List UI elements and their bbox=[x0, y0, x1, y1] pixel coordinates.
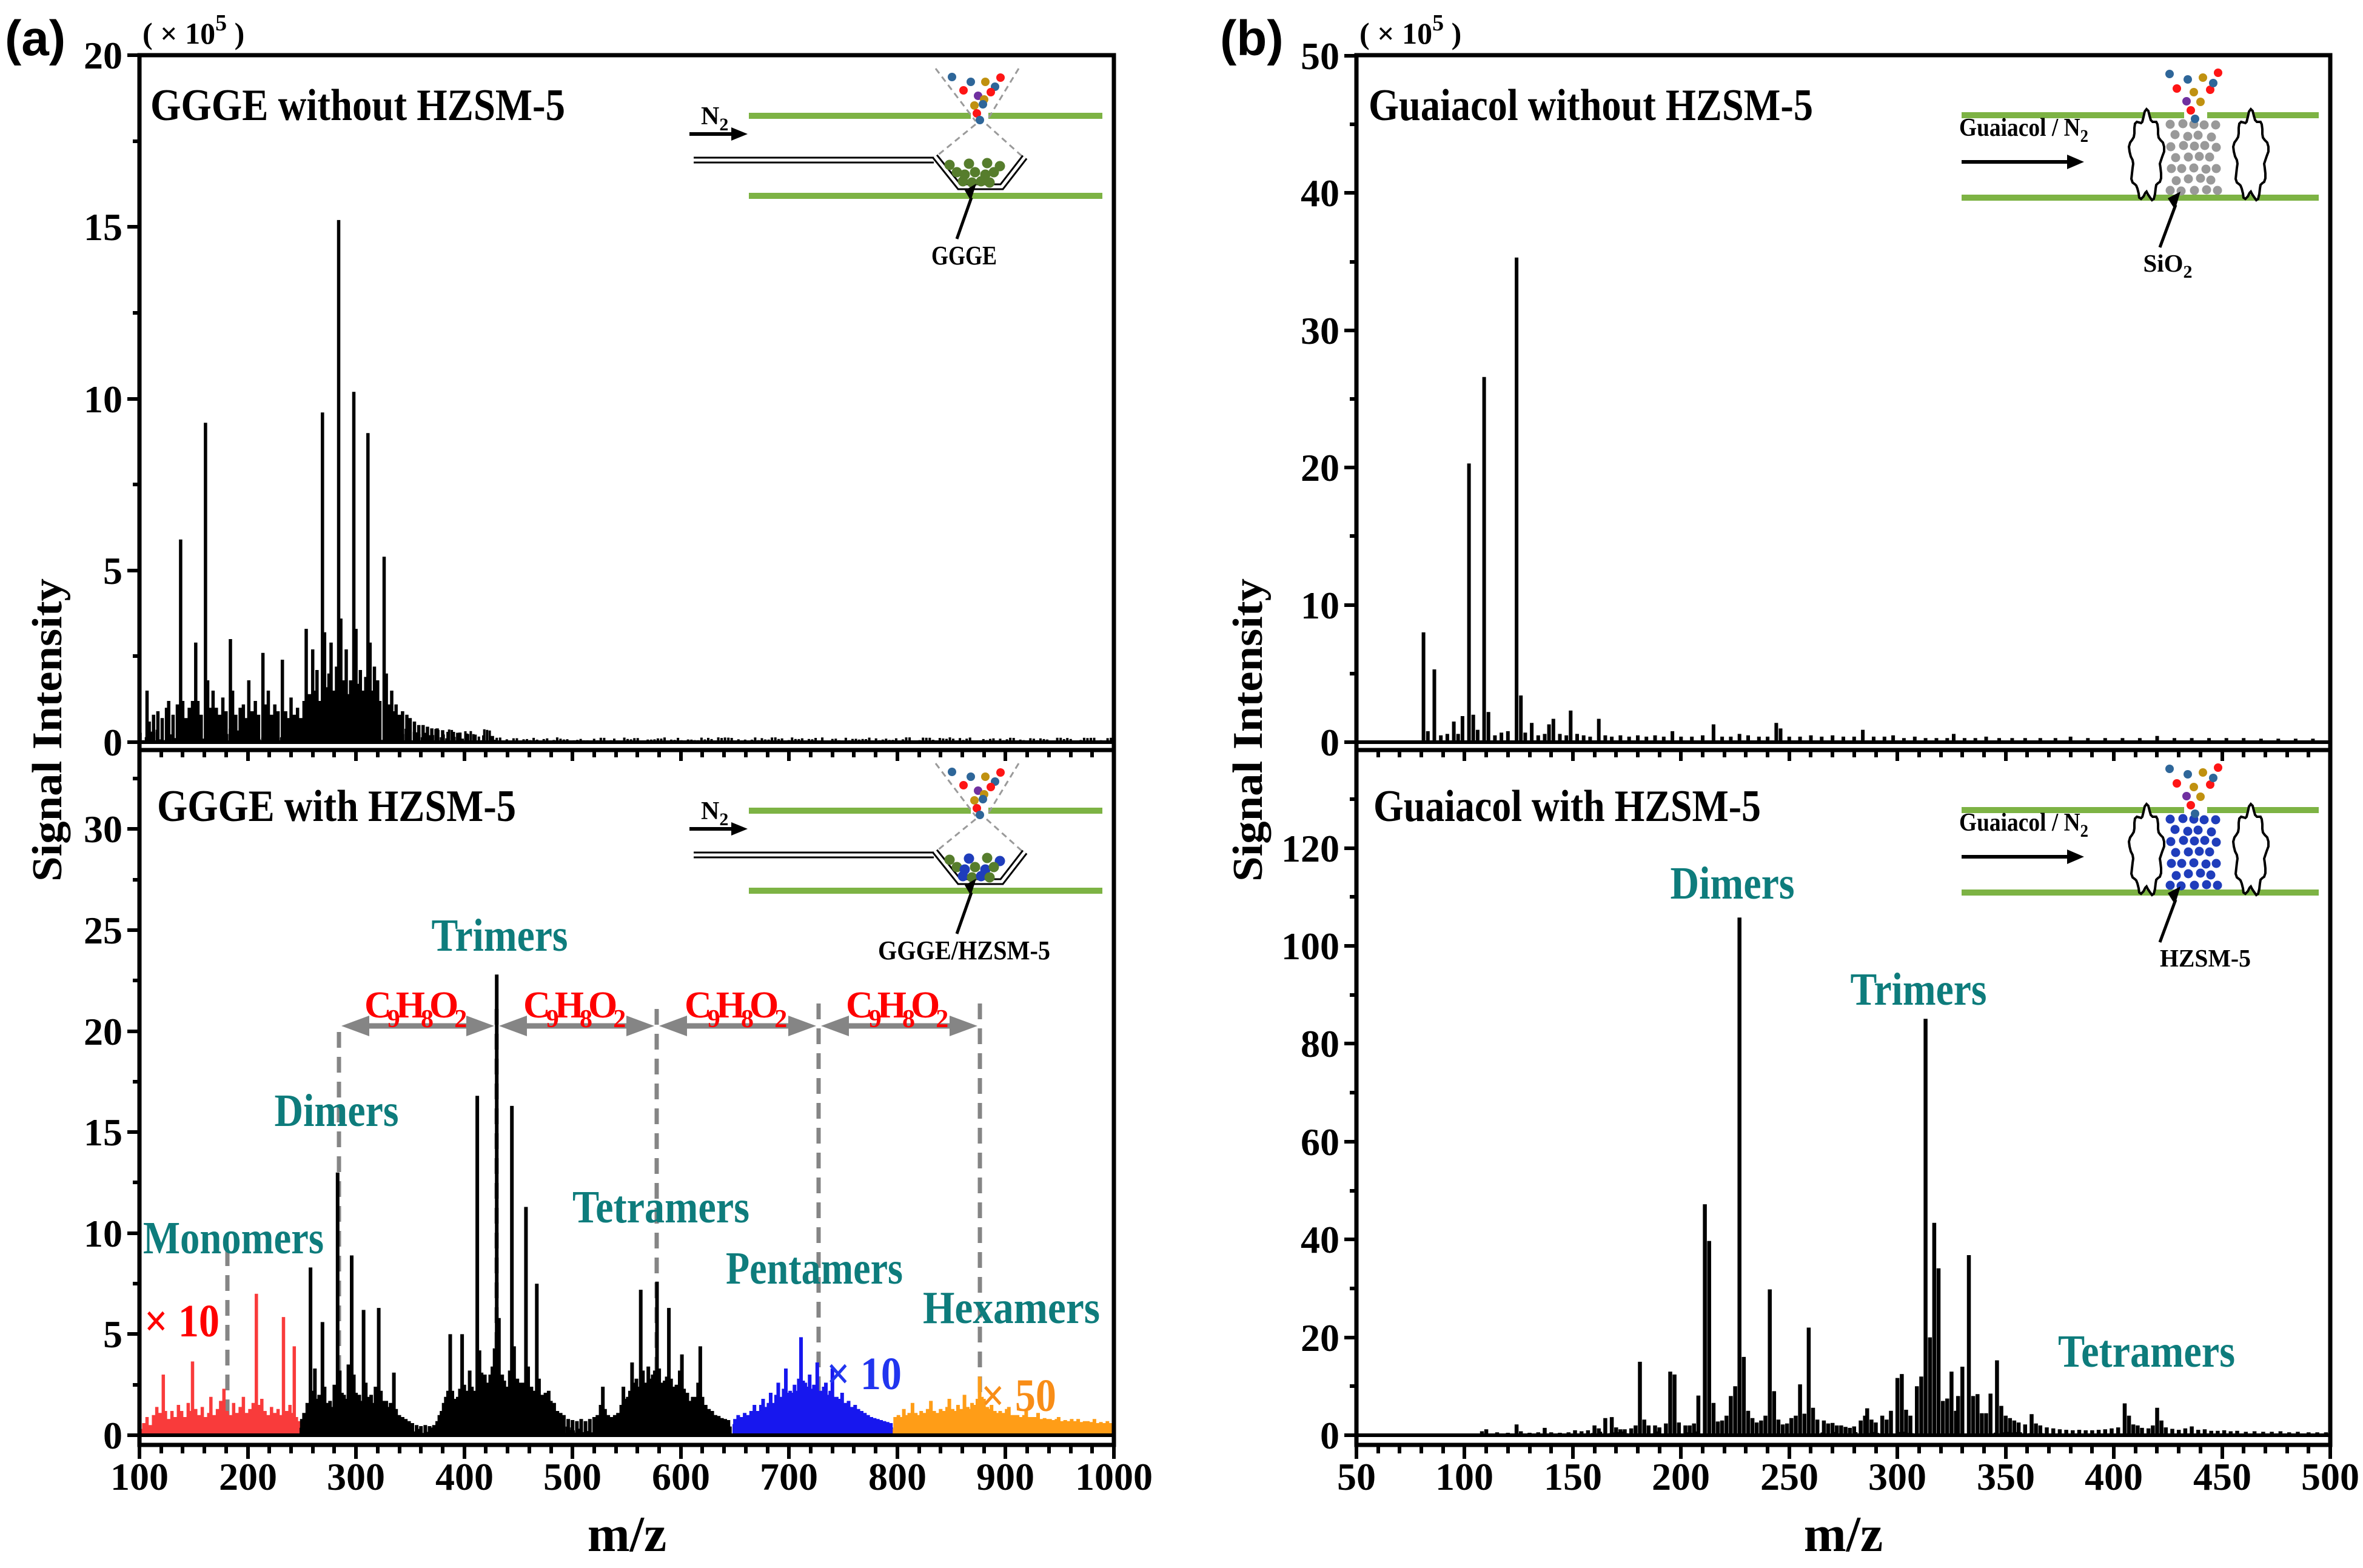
svg-text:Monomers: Monomers bbox=[143, 1213, 324, 1264]
svg-text:100: 100 bbox=[1281, 925, 1339, 968]
svg-text:Dimers: Dimers bbox=[1671, 858, 1795, 909]
svg-text:350: 350 bbox=[1977, 1455, 2035, 1498]
svg-text:(a): (a) bbox=[5, 11, 65, 66]
svg-text:Dimers: Dimers bbox=[275, 1085, 399, 1136]
svg-text:× 50: × 50 bbox=[981, 1370, 1056, 1421]
svg-text:500: 500 bbox=[2301, 1455, 2359, 1498]
svg-text:20: 20 bbox=[84, 34, 122, 77]
svg-text:80: 80 bbox=[1301, 1022, 1339, 1065]
svg-text:60: 60 bbox=[1301, 1121, 1339, 1164]
svg-text:150: 150 bbox=[1544, 1455, 1602, 1498]
svg-text:120: 120 bbox=[1281, 827, 1339, 870]
svg-text:250: 250 bbox=[1760, 1455, 1818, 1498]
svg-text:25: 25 bbox=[84, 909, 122, 952]
svg-text:800: 800 bbox=[868, 1455, 927, 1498]
svg-text:400: 400 bbox=[2085, 1455, 2143, 1498]
svg-text:C9H8O2: C9H8O2 bbox=[364, 985, 466, 1033]
svg-text:GGGE: GGGE bbox=[931, 241, 997, 270]
svg-text:Signal Intensity: Signal Intensity bbox=[24, 578, 71, 882]
svg-text:Hexamers: Hexamers bbox=[923, 1282, 1100, 1333]
svg-text:100: 100 bbox=[110, 1455, 169, 1498]
svg-text:GGGE with HZSM-5: GGGE with HZSM-5 bbox=[157, 782, 516, 831]
svg-text:30: 30 bbox=[84, 808, 122, 851]
svg-text:× 10: × 10 bbox=[144, 1296, 220, 1347]
svg-text:0: 0 bbox=[1320, 721, 1339, 764]
svg-text:C9H8O2: C9H8O2 bbox=[685, 985, 786, 1033]
svg-text:Pentamers: Pentamers bbox=[726, 1243, 903, 1294]
svg-text:5: 5 bbox=[103, 1313, 122, 1356]
svg-text:20: 20 bbox=[84, 1010, 122, 1053]
svg-text:40: 40 bbox=[1301, 1218, 1339, 1261]
svg-text:200: 200 bbox=[219, 1455, 277, 1498]
svg-text:20: 20 bbox=[1301, 446, 1339, 489]
svg-text:Guaiacol with HZSM-5: Guaiacol with HZSM-5 bbox=[1373, 782, 1761, 831]
svg-text:( × 105 ): ( × 105 ) bbox=[1359, 10, 1461, 50]
svg-text:C9H8O2: C9H8O2 bbox=[523, 985, 625, 1033]
svg-text:(b): (b) bbox=[1220, 11, 1284, 66]
svg-text:700: 700 bbox=[760, 1455, 818, 1498]
svg-text:10: 10 bbox=[1301, 584, 1339, 627]
svg-text:200: 200 bbox=[1652, 1455, 1710, 1498]
svg-text:300: 300 bbox=[327, 1455, 385, 1498]
svg-text:m/z: m/z bbox=[1804, 1506, 1883, 1563]
svg-text:450: 450 bbox=[2193, 1455, 2251, 1498]
svg-text:( × 105 ): ( × 105 ) bbox=[142, 10, 244, 50]
svg-text:15: 15 bbox=[84, 1111, 122, 1154]
svg-text:Guaiacol / N2: Guaiacol / N2 bbox=[1959, 809, 2088, 841]
svg-text:Trimers: Trimers bbox=[432, 910, 568, 961]
svg-text:m/z: m/z bbox=[588, 1506, 667, 1563]
svg-text:100: 100 bbox=[1435, 1455, 1493, 1498]
svg-text:HZSM-5: HZSM-5 bbox=[2160, 944, 2251, 972]
svg-text:400: 400 bbox=[435, 1455, 494, 1498]
svg-text:20: 20 bbox=[1301, 1316, 1339, 1359]
svg-text:0: 0 bbox=[103, 721, 122, 764]
svg-text:Signal Intensity: Signal Intensity bbox=[1225, 578, 1272, 882]
svg-text:C9H8O2: C9H8O2 bbox=[846, 985, 948, 1033]
svg-text:0: 0 bbox=[103, 1414, 122, 1457]
svg-text:10: 10 bbox=[84, 1212, 122, 1255]
svg-text:50: 50 bbox=[1337, 1455, 1376, 1498]
svg-text:0: 0 bbox=[1320, 1414, 1339, 1457]
svg-text:15: 15 bbox=[84, 206, 122, 249]
svg-text:Guaiacol without HZSM-5: Guaiacol without HZSM-5 bbox=[1369, 81, 1813, 130]
svg-text:300: 300 bbox=[1868, 1455, 1926, 1498]
svg-text:GGGE/HZSM-5: GGGE/HZSM-5 bbox=[878, 936, 1050, 965]
svg-text:40: 40 bbox=[1301, 172, 1339, 215]
svg-text:GGGE without HZSM-5: GGGE without HZSM-5 bbox=[150, 81, 565, 130]
svg-text:Trimers: Trimers bbox=[1851, 964, 1987, 1015]
svg-text:× 10: × 10 bbox=[826, 1349, 902, 1399]
svg-text:30: 30 bbox=[1301, 309, 1339, 352]
svg-text:Tetramers: Tetramers bbox=[572, 1182, 749, 1233]
svg-text:900: 900 bbox=[976, 1455, 1034, 1498]
svg-text:500: 500 bbox=[543, 1455, 602, 1498]
svg-text:50: 50 bbox=[1301, 35, 1339, 78]
svg-text:5: 5 bbox=[103, 549, 122, 592]
svg-text:Guaiacol / N2: Guaiacol / N2 bbox=[1959, 114, 2088, 146]
svg-text:Tetramers: Tetramers bbox=[2058, 1326, 2235, 1377]
svg-text:10: 10 bbox=[84, 378, 122, 421]
svg-text:600: 600 bbox=[652, 1455, 710, 1498]
svg-text:1000: 1000 bbox=[1075, 1455, 1153, 1498]
